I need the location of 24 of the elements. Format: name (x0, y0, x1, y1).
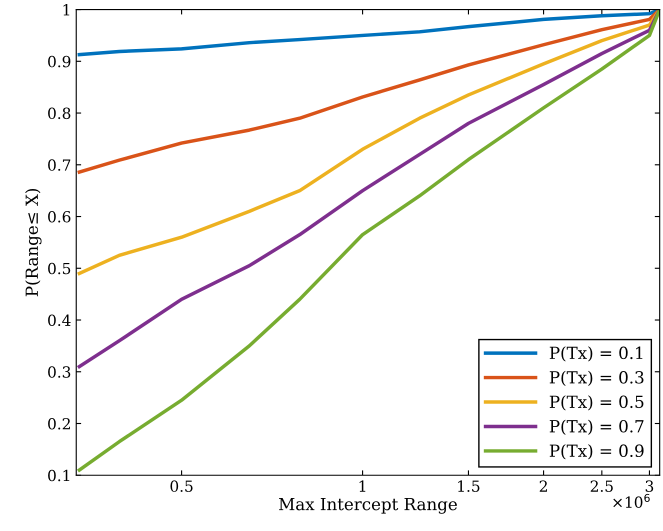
x-tick-label: 2.5 (590, 480, 613, 492)
y-tick-label: 0.2 (48, 418, 70, 430)
legend-label: P(Tx) = 0.9 (550, 444, 644, 460)
x-tick-label: 1.5 (458, 480, 480, 492)
legend-label: P(Tx) = 0.1 (550, 346, 642, 362)
x-tick-label: 3 (646, 480, 654, 492)
y-tick-label: 0.9 (48, 56, 70, 68)
y-tick-label: 0.8 (48, 108, 70, 120)
x-tick-label: 0.5 (170, 480, 193, 492)
y-tick-label: 0.5 (48, 262, 70, 274)
x-tick-label: 1 (360, 480, 366, 492)
y-tick-label: 0.3 (48, 366, 70, 378)
y-tick-label: 0.4 (48, 314, 71, 326)
y-tick-label: 1 (64, 4, 70, 16)
y-tick-label: 0.1 (48, 470, 70, 482)
y-tick-label: 0.7 (48, 159, 70, 171)
legend-label: P(Tx) = 0.3 (550, 370, 644, 386)
text: ×10$^{6}$ (613, 494, 650, 508)
x-tick-label: 2 (540, 480, 547, 492)
x-axis-title: Max Intercept Range (279, 498, 457, 514)
legend-label: P(Tx) = 0.7 (550, 420, 644, 435)
y-axis-title: P(Range≤ X) (25, 188, 42, 296)
legend-label: P(Tx) = 0.5 (550, 395, 644, 410)
y-tick-label: 0.6 (48, 210, 70, 223)
